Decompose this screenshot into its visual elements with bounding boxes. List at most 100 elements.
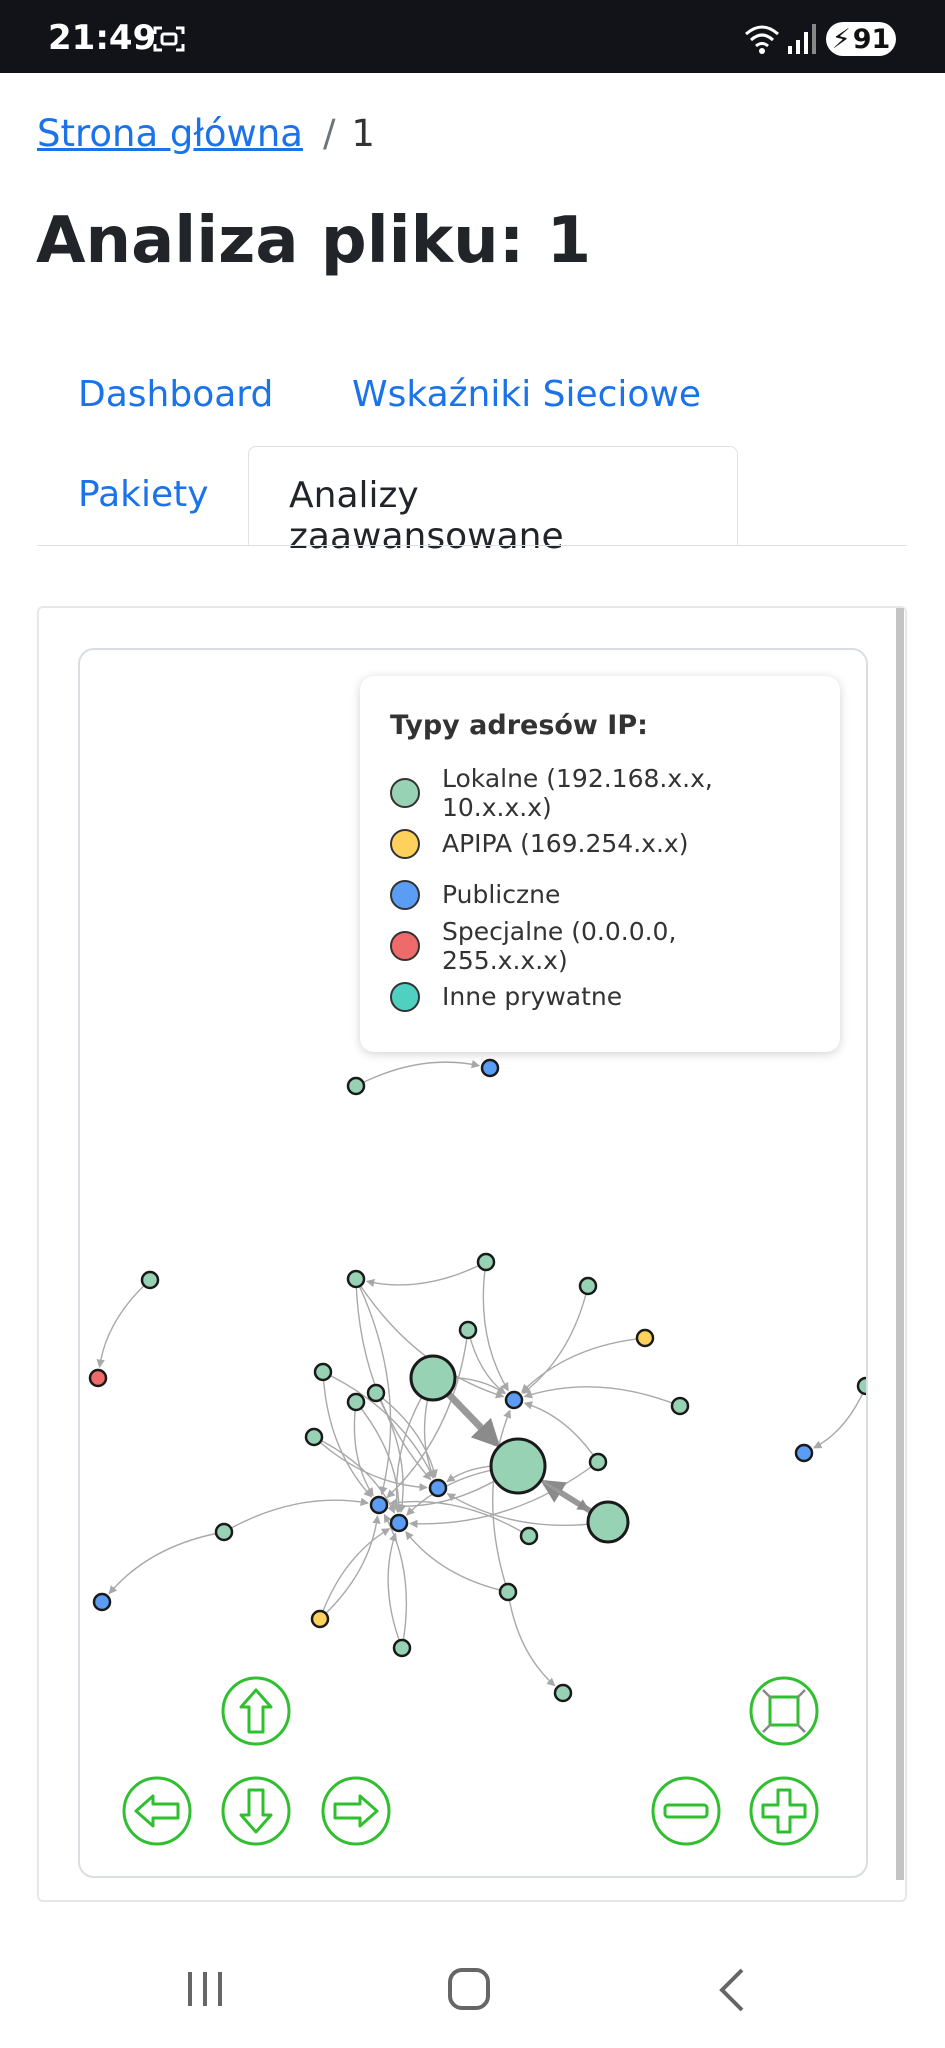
graph-edge — [355, 1278, 392, 1496]
wifi-icon — [745, 25, 779, 54]
graph-node[interactable] — [670, 1396, 690, 1416]
graph-edge — [523, 1401, 599, 1463]
graph-edge — [365, 1261, 487, 1288]
legend-item-special: Specjalne (0.0.0.0, 255.x.x.x) — [390, 917, 810, 975]
graph-edge — [389, 1498, 530, 1537]
graph-node[interactable] — [346, 1269, 366, 1289]
graph-edge — [521, 1337, 646, 1393]
breadcrumb-separator: / — [322, 112, 336, 155]
graph-node[interactable] — [369, 1495, 389, 1515]
graph-node[interactable] — [366, 1383, 386, 1403]
signal-icon — [788, 24, 816, 54]
graph-node[interactable] — [586, 1500, 630, 1544]
status-bar: 21:49 ⚡ 91 — [0, 0, 945, 73]
graph-node[interactable] — [578, 1276, 598, 1296]
graph-node[interactable] — [310, 1609, 330, 1629]
graph-edge — [492, 1409, 512, 1593]
breadcrumb-home-link[interactable]: Strona główna — [37, 112, 303, 155]
tabs-divider — [37, 545, 907, 546]
graph-node[interactable] — [392, 1638, 412, 1658]
graph-edge — [482, 1261, 509, 1392]
graph-edge — [375, 1392, 407, 1513]
graph-node[interactable] — [498, 1582, 518, 1602]
home-icon[interactable] — [448, 1968, 490, 2010]
graph-node[interactable] — [304, 1427, 324, 1447]
graph-node[interactable] — [346, 1392, 366, 1412]
graph-edge — [319, 1528, 391, 1620]
graph-edge — [409, 1461, 599, 1529]
legend-item-apipa: APIPA (169.254.x.x) — [390, 818, 810, 869]
ip-type-legend: Typy adresów IP: Lokalne (192.168.x.x, 1… — [360, 676, 840, 1052]
graph-edge — [507, 1591, 556, 1687]
graph-node[interactable] — [635, 1328, 655, 1348]
graph-node[interactable] — [476, 1252, 496, 1272]
tab-advanced-analysis[interactable]: Analizy zaawansowane — [248, 446, 738, 557]
graph-edge — [375, 1392, 438, 1479]
graph-edge — [319, 1515, 381, 1620]
legend-dot-other-private — [390, 981, 420, 1012]
graph-edge — [313, 1436, 428, 1492]
tab-packets[interactable]: Pakiety — [78, 474, 209, 515]
tab-network-indicators[interactable]: Wskaźniki Sieciowe — [352, 374, 702, 415]
graph-node[interactable] — [428, 1478, 448, 1498]
graph-edge — [96, 1279, 151, 1368]
graph-node[interactable] — [140, 1270, 160, 1290]
analysis-card — [37, 606, 907, 1902]
fit-to-screen-button[interactable] — [749, 1676, 819, 1746]
graph-node[interactable] — [519, 1526, 539, 1546]
graph-node[interactable] — [856, 1376, 868, 1396]
graph-node[interactable] — [389, 1513, 409, 1533]
legend-item-other-private: Inne prywatne — [390, 971, 810, 1022]
graph-edge — [523, 1386, 681, 1407]
zoom-out-button[interactable] — [651, 1776, 721, 1846]
graph-edge — [405, 1531, 509, 1593]
breadcrumb-current: 1 — [351, 112, 375, 155]
graph-node[interactable] — [409, 1354, 457, 1402]
graph-node[interactable] — [480, 1058, 500, 1078]
graph-edge — [355, 1278, 505, 1399]
screen-record-icon — [153, 26, 185, 52]
legend-item-local: Lokalne (192.168.x.x, 10.x.x.x) — [390, 764, 810, 822]
recent-apps-icon[interactable] — [188, 1972, 222, 2006]
legend-label-other-private: Inne prywatne — [442, 982, 623, 1011]
pan-right-button[interactable] — [321, 1776, 391, 1846]
legend-label-public: Publiczne — [442, 880, 561, 909]
graph-node[interactable] — [346, 1076, 366, 1096]
legend-dot-apipa — [390, 828, 420, 859]
graph-node[interactable] — [794, 1443, 814, 1463]
network-graph-canvas[interactable] — [80, 650, 868, 1878]
battery-level: 91 — [852, 23, 891, 55]
back-icon[interactable] — [719, 1968, 744, 2012]
scrollbar[interactable] — [896, 608, 904, 1880]
graph-node[interactable] — [88, 1368, 108, 1388]
graph-node[interactable] — [92, 1592, 112, 1612]
graph-node[interactable] — [458, 1320, 478, 1340]
battery-indicator: ⚡ 91 — [826, 22, 896, 56]
graph-node[interactable] — [313, 1362, 333, 1382]
legend-label-local: Lokalne (192.168.x.x, 10.x.x.x) — [442, 763, 713, 822]
graph-edge — [522, 1285, 589, 1394]
zoom-in-button[interactable] — [749, 1776, 819, 1846]
pan-down-button[interactable] — [221, 1776, 291, 1846]
legend-title: Typy adresów IP: — [390, 710, 648, 741]
system-navigation-bar — [188, 1968, 744, 2012]
pan-up-button[interactable] — [221, 1676, 291, 1746]
graph-edge — [387, 1532, 403, 1649]
legend-dot-special — [390, 930, 420, 961]
graph-edge — [813, 1385, 866, 1449]
graph-node[interactable] — [588, 1452, 608, 1472]
legend-label-special: Specjalne (0.0.0.0, 255.x.x.x) — [442, 916, 677, 975]
legend-item-public: Publiczne — [390, 869, 810, 920]
status-time: 21:49 — [48, 18, 157, 58]
graph-node[interactable] — [504, 1390, 524, 1410]
graph-node[interactable] — [214, 1522, 234, 1542]
pan-left-button[interactable] — [122, 1776, 192, 1846]
graph-edge — [108, 1531, 225, 1595]
graph-node[interactable] — [489, 1437, 547, 1495]
legend-dot-public — [390, 879, 420, 910]
tab-dashboard[interactable]: Dashboard — [78, 374, 274, 415]
breadcrumb: Strona główna / 1 — [37, 112, 375, 155]
network-graph[interactable] — [78, 648, 868, 1878]
graph-edge — [355, 1401, 404, 1513]
graph-node[interactable] — [553, 1683, 573, 1703]
